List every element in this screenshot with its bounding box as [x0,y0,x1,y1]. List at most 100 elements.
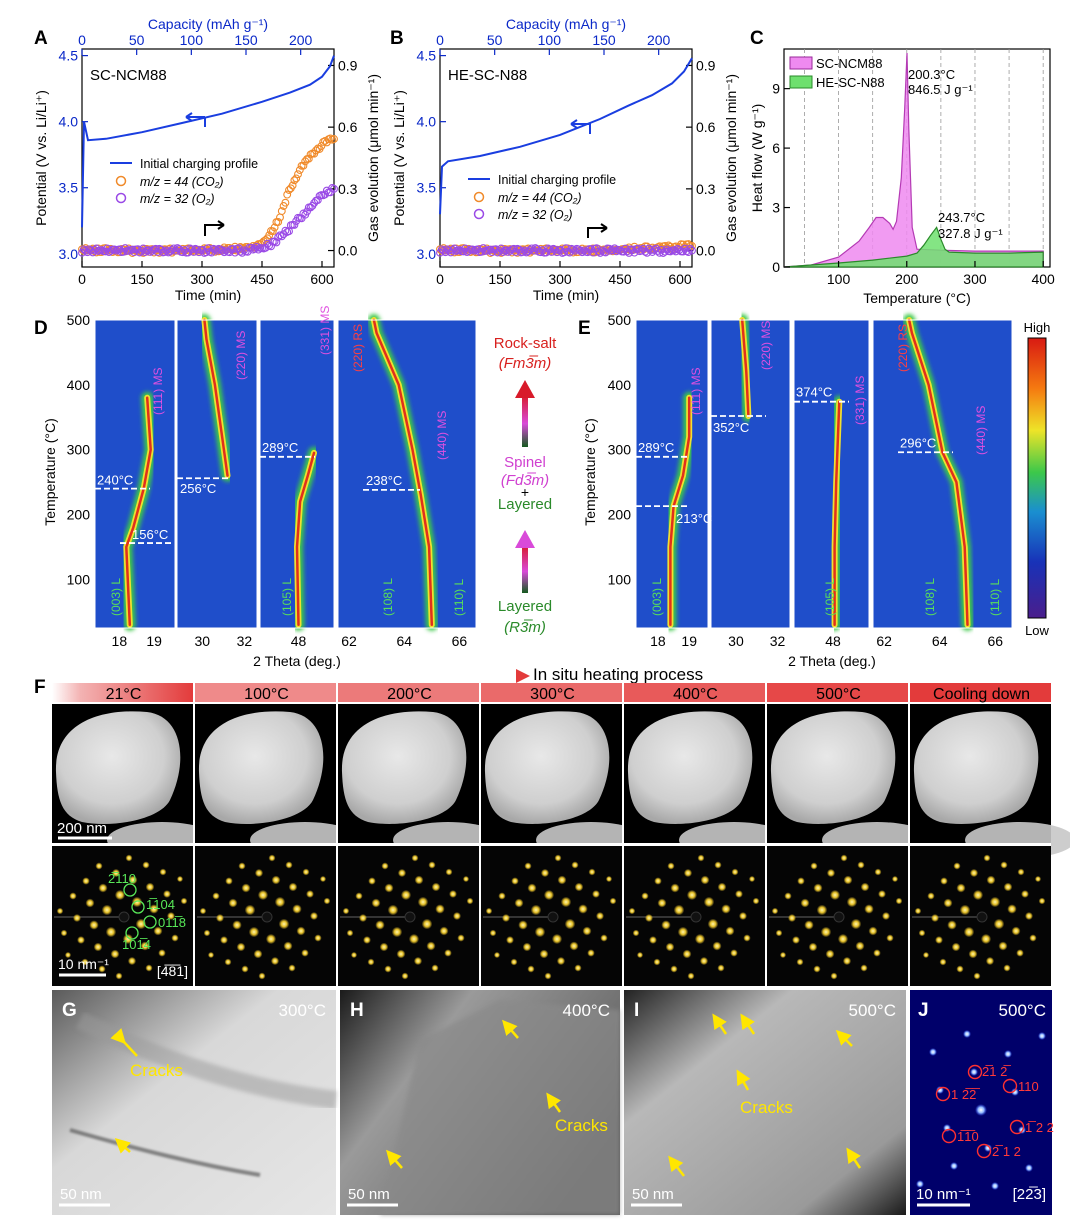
peak-label: (108) L [381,578,395,616]
panel-b: Capacity (mAh g⁻¹) 0 50 100 150 200 0 150 300 4… [391,16,739,303]
spot [306,890,314,898]
g-cracks-label: Cracks [130,1061,183,1080]
x-tick-label: 32 [237,633,253,649]
bottom-tick-label: 150 [488,271,512,287]
gas-point [218,246,227,255]
spot [707,918,719,930]
x-tick-label: 66 [452,633,468,649]
spot [980,933,992,945]
panel-letter-f: F [34,677,46,698]
bottom-tick-label: 600 [310,271,334,287]
spot [368,877,376,885]
spot [825,949,835,959]
sample-label: HE-SC-N88 [448,67,527,84]
spot-index-label: 2̅ 1 2 [992,1144,1021,1159]
segment-border [259,319,335,629]
phase-spinel-group: (Fd3̅m) [501,472,549,489]
spot [115,972,123,980]
top-tick-label: 100 [538,32,562,48]
i-temp: 500°C [849,1001,896,1020]
spot [69,892,77,900]
spot [829,889,841,901]
gas-point [439,246,448,255]
phase-plus: + [521,484,529,500]
left-axis-label: Potential (V vs. Li/Li⁺) [33,90,49,226]
spot [830,972,838,980]
spot [401,972,409,980]
spot [319,875,327,883]
spot [963,1030,971,1038]
spot [95,862,103,870]
h-scale: 50 nm [348,1186,390,1203]
gas-point [686,244,695,253]
spot [582,926,592,936]
spot [641,892,649,900]
gas-point [326,134,335,143]
spot [574,882,584,892]
spot [857,861,865,869]
spot [914,907,922,915]
spot [738,911,748,921]
spot [493,951,501,959]
bottom-tick-label: 450 [608,271,632,287]
x-axis-label: Time (min) [533,287,599,303]
spot [371,898,381,908]
bottom-tick-label: 300 [190,271,214,287]
spot [670,883,680,893]
spot [860,964,868,972]
spot [199,907,207,915]
spot [699,956,709,966]
spot [64,951,72,959]
spot [943,898,953,908]
spot [826,868,836,878]
y-tick-label: 300 [67,442,91,458]
spot [225,877,233,885]
spot [683,868,693,878]
indexed-spot [941,1128,957,1144]
spot [953,862,961,870]
spot [228,898,238,908]
heatmap-segment [793,319,870,631]
panel-f: In situ heating process 21°C 2̅110 1̅104 01… [52,665,1070,986]
peak-label: (110) L [988,579,1002,616]
spot [986,875,996,885]
indexed-spot [967,1064,983,1080]
spot [142,861,150,869]
transition-label: 238°C [366,473,402,488]
spot [752,897,760,905]
spot [431,964,439,972]
gas-point [277,232,286,241]
peak-label: (220) RS [896,324,910,372]
gas-point [106,246,115,255]
top-tick-label: 0 [78,32,86,48]
spot [878,890,886,898]
heating-column: 400°C [624,683,789,986]
gas-point [576,246,585,255]
spot [661,920,671,930]
indexed-spot [1009,1119,1025,1135]
panel-letter-j: J [918,1000,929,1021]
gas-point [536,248,545,257]
gas-point [213,246,221,255]
i-cracks-label: Cracks [740,1098,793,1117]
spot [717,882,727,892]
heatmap-segment [259,319,335,631]
peak-label: (440) MS [974,406,988,455]
gas-point [527,244,536,253]
top-tick-label: 0 [436,32,444,48]
gas-point [675,246,684,254]
gas-point [290,176,299,185]
temperature-header [338,683,479,702]
spot [694,933,706,945]
he-sc-n88-area [783,226,1044,268]
spot [927,892,935,900]
x-tick-label: 18 [112,633,128,649]
phase-layered-mid: Layered [498,496,552,513]
heatmap-tint [338,320,476,628]
spot [973,972,981,980]
o2-series [436,244,696,257]
spot [574,964,582,972]
spot [725,926,735,936]
heating-column: 500°C [767,683,932,986]
panel-d: 100 200 300 400 500 18 19 30 32 48 62 64 66 (003) L (1… [67,306,477,649]
